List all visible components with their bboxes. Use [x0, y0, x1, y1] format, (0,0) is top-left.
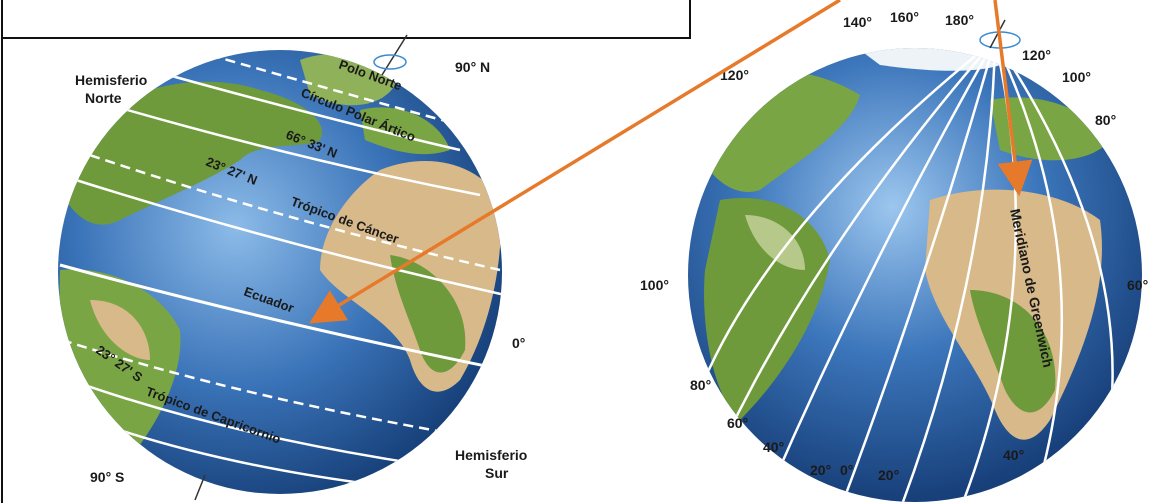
- lon-label-100-left: 100°: [640, 277, 669, 293]
- arrow-to-greenwich: [993, 0, 1033, 197]
- lon-label-20-right: 20°: [878, 467, 899, 483]
- land-north-america: [60, 81, 322, 225]
- lon-label-0: 0°: [840, 462, 853, 478]
- lon-label-60-right: 60°: [1127, 277, 1148, 293]
- zero-degree-label: 0°: [512, 335, 525, 351]
- lon-label-40-right: 40°: [1003, 447, 1024, 463]
- right-globe: 140° 160° 180° 120° 120° 100° 80° 100° 6…: [640, 9, 1148, 502]
- lon-label-100-right: 100°: [1062, 69, 1091, 85]
- lon-label-140: 140°: [843, 14, 872, 30]
- pointer-arrows: [309, 0, 1033, 324]
- hemisphere-south-label-1: Hemisferio: [455, 447, 527, 463]
- arrow-to-equator: [309, 0, 841, 324]
- lon-label-160: 160°: [890, 9, 919, 25]
- lon-label-120-left: 120°: [720, 67, 749, 83]
- lon-label-80-right: 80°: [1095, 112, 1116, 128]
- lon-label-180: 180°: [945, 12, 974, 28]
- pole-south-coordinate: 90° S: [90, 469, 124, 485]
- hemisphere-north-label-1: Hemisferio: [75, 72, 147, 88]
- lon-label-40-left: 40°: [763, 439, 784, 455]
- hemisphere-south-label-2: Sur: [485, 465, 509, 481]
- caption-box: [1, 0, 691, 39]
- lon-label-80-left: 80°: [690, 377, 711, 393]
- lon-label-20-left: 20°: [810, 462, 831, 478]
- hemisphere-north-label-2: Norte: [85, 90, 122, 106]
- lon-label-120-top: 120°: [1022, 47, 1051, 63]
- lon-label-60-left: 60°: [727, 415, 748, 431]
- land-europe: [990, 97, 1110, 161]
- left-globe: Hemisferio Norte 90° N Polo Norte Círcul…: [58, 34, 527, 501]
- pole-north-coordinate: 90° N: [455, 59, 490, 75]
